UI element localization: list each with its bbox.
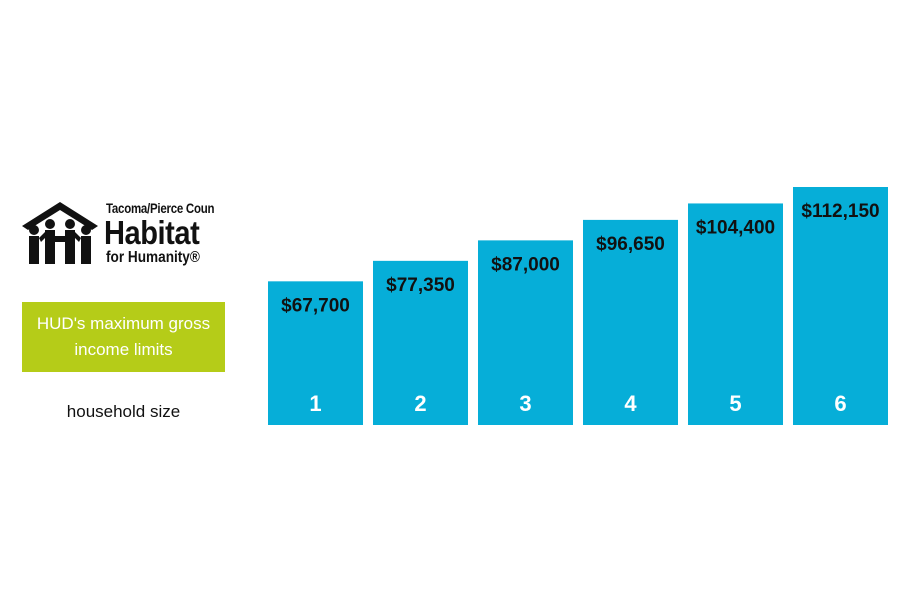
income-limits-caption-box: HUD's maximum gross income limits <box>22 302 225 372</box>
household-size-label: household size <box>66 402 181 421</box>
logo-org-name: Tacoma/Pierce Coun <box>106 200 215 216</box>
bar-value-label-1: $67,700 <box>281 295 350 316</box>
household-size-tick-3: 3 <box>519 391 531 416</box>
income-limits-caption: HUD's maximum gross income limits <box>36 314 211 359</box>
bar-3 <box>478 240 573 425</box>
bar-value-label-5: $104,400 <box>696 217 775 238</box>
logo-humanity-word: for Humanity® <box>106 249 200 266</box>
bar-5 <box>688 203 783 425</box>
bar-4 <box>583 219 678 425</box>
bar-value-label-2: $77,350 <box>386 275 455 296</box>
household-size-tick-5: 5 <box>729 391 741 416</box>
bar-6 <box>793 187 888 425</box>
habitat-logo: Tacoma/Pierce Coun Habitat for Humanity® <box>20 198 230 270</box>
bar-value-label-6: $112,150 <box>801 201 879 222</box>
household-size-tick-6: 6 <box>834 391 846 416</box>
household-size-tick-1: 1 <box>309 391 321 416</box>
household-size-tick-4: 4 <box>624 391 637 416</box>
habitat-house-people-icon <box>22 202 98 264</box>
bar-2 <box>373 260 468 425</box>
bar-1 <box>268 281 363 425</box>
household-size-tick-2: 2 <box>414 391 426 416</box>
bar-value-label-3: $87,000 <box>491 254 560 275</box>
logo-habitat-word: Habitat <box>104 214 200 251</box>
bar-value-label-4: $96,650 <box>596 234 665 255</box>
